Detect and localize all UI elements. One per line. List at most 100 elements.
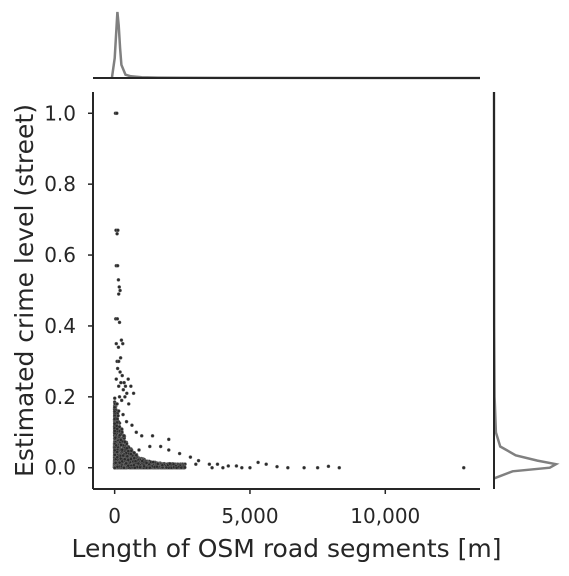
scatter-point xyxy=(115,263,120,268)
scatter-point xyxy=(119,380,123,385)
scatter-point xyxy=(116,278,121,282)
scatter-point xyxy=(128,452,133,456)
scatter-point xyxy=(118,456,123,461)
scatter-point xyxy=(115,317,120,321)
scatter-point xyxy=(122,380,126,385)
scatter-point xyxy=(118,356,123,360)
scatter-point xyxy=(126,377,130,381)
scatter-point xyxy=(137,448,141,452)
scatter-point xyxy=(275,464,279,469)
scatter-point xyxy=(115,464,120,469)
right-marginal-density xyxy=(492,91,560,480)
scatter-point xyxy=(116,345,121,350)
scatter-point xyxy=(155,464,159,469)
scatter-point xyxy=(133,459,138,463)
scatter-point xyxy=(136,461,141,466)
scatter-point xyxy=(174,465,179,470)
scatter-point xyxy=(116,413,120,418)
scatter-point xyxy=(113,453,117,457)
scatter-point xyxy=(123,384,128,389)
scatter-point xyxy=(116,228,120,233)
scatter-point xyxy=(461,465,466,470)
scatter-point xyxy=(124,461,128,466)
y-tick-label: 1.0 xyxy=(44,101,76,125)
scatter-point xyxy=(302,465,306,470)
scatter-point xyxy=(112,405,117,410)
scatter-point xyxy=(122,465,126,470)
y-tick-label: 0.4 xyxy=(44,314,76,338)
scatter-point xyxy=(126,449,131,453)
scatter-point xyxy=(315,465,320,470)
scatter-point xyxy=(121,434,126,438)
scatter-point xyxy=(115,417,120,421)
scatter-point xyxy=(121,453,125,458)
scatter-point xyxy=(117,460,122,465)
scatter-point xyxy=(158,444,163,449)
scatter-point xyxy=(124,419,129,424)
scatter-point xyxy=(115,111,119,116)
scatter-point xyxy=(112,396,117,400)
scatter-point xyxy=(337,465,342,470)
x-axis-label: Length of OSM road segments [m] xyxy=(72,534,502,563)
scatter-point xyxy=(112,429,117,433)
scatter-point xyxy=(133,465,137,470)
scatter-point xyxy=(117,320,122,325)
scatter-point xyxy=(121,412,125,417)
scatter-point xyxy=(120,373,125,378)
scatter-point xyxy=(286,465,290,470)
scatter-point xyxy=(264,462,269,466)
scatter-point xyxy=(147,465,152,470)
scatter-point xyxy=(226,464,231,468)
y-marginal-kde-curve xyxy=(492,91,560,480)
scatter-point xyxy=(112,409,117,414)
scatter-point xyxy=(234,464,239,468)
y-axis-label: Estimated crime level (street) xyxy=(10,104,39,477)
scatter-point xyxy=(112,448,117,453)
scatter-points xyxy=(112,111,466,470)
scatter-point xyxy=(166,448,171,452)
scatter-point xyxy=(112,421,117,426)
scatter-point xyxy=(123,440,127,444)
scatter-point xyxy=(148,444,152,449)
scatter-point xyxy=(167,461,172,466)
scatter-point xyxy=(134,430,139,435)
scatter-point xyxy=(120,427,124,432)
scatter-point xyxy=(114,377,119,381)
scatter-point xyxy=(129,457,133,461)
y-tick-label: 0.6 xyxy=(44,243,76,267)
scatter-point xyxy=(248,465,252,470)
scatter-point xyxy=(221,465,225,470)
scatter-point xyxy=(142,464,146,469)
scatter-point xyxy=(117,285,122,289)
scatter-point xyxy=(118,288,122,293)
scatter-point xyxy=(120,447,125,452)
scatter-point xyxy=(150,434,155,438)
scatter-point xyxy=(196,458,201,463)
y-tick-label: 0.2 xyxy=(44,385,76,409)
scatter-point xyxy=(114,443,118,448)
scatter-point xyxy=(160,463,165,468)
scatter-point xyxy=(121,387,126,392)
scatter-point xyxy=(126,402,131,406)
scatter-point xyxy=(125,446,129,451)
scatter-point xyxy=(116,292,121,296)
scatter-point xyxy=(113,435,118,440)
scatter-point xyxy=(116,409,121,413)
scatter-point xyxy=(183,465,187,470)
scatter-point xyxy=(115,366,120,371)
scatter-point xyxy=(188,455,193,459)
scatter-point xyxy=(117,433,122,438)
scatter-point xyxy=(256,460,260,465)
scatter-point xyxy=(115,450,120,454)
scatter-point xyxy=(132,450,136,455)
scatter-point xyxy=(115,231,119,236)
scatter-point xyxy=(117,395,122,399)
scatter-point xyxy=(125,391,129,396)
scatter-point xyxy=(140,459,145,463)
scatter-point xyxy=(179,465,184,470)
scatter-point xyxy=(207,462,212,466)
scatter-point xyxy=(138,465,142,470)
y-tick-label: 0.0 xyxy=(44,456,76,480)
scatter-point xyxy=(177,451,182,456)
